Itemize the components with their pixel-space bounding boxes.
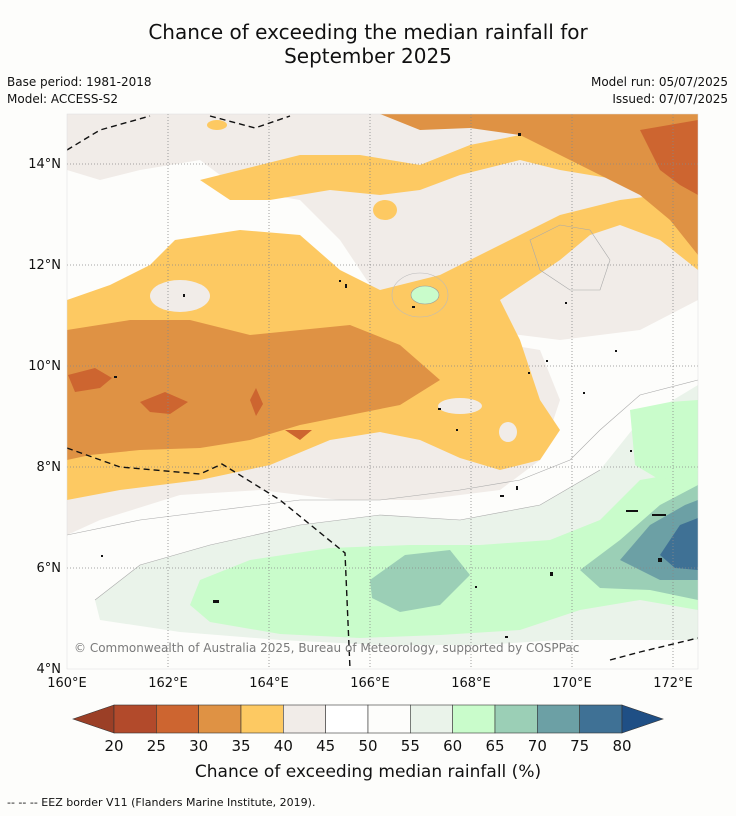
issued-date: Issued: 07/07/2025 (612, 92, 728, 106)
rainfall-map (67, 114, 698, 669)
colorbar-cell (283, 704, 326, 734)
x-axis-ticks: 160°E 162°E 164°E 166°E 168°E 170°E 172°… (47, 676, 693, 691)
hole-45-b (438, 398, 482, 414)
y-tick-label: 10°N (28, 359, 61, 374)
eez-footnote: -- -- -- EEZ border V11 (Flanders Marine… (7, 796, 316, 809)
colorbar-tick-label: 40 (274, 737, 293, 755)
model-name: Model: ACCESS-S2 (7, 92, 119, 106)
colorbar-tick-label: 65 (485, 737, 504, 755)
region-75-80 (660, 518, 698, 570)
colorbar-cell (494, 704, 538, 734)
y-tick-label: 12°N (28, 258, 61, 273)
colorbar-cell (410, 704, 453, 734)
y-axis-ticks: 14°N 12°N 10°N 8°N 6°N 4°N (28, 157, 61, 677)
contour-lines (67, 224, 698, 601)
colorbar-cell (156, 704, 199, 734)
colorbar-tick-label: 60 (443, 737, 462, 755)
region-60-65-east (630, 400, 698, 480)
x-tick-label: 168°E (451, 676, 491, 691)
colorbar-cell (452, 704, 496, 734)
colorbar-tick-label: 35 (231, 737, 250, 755)
colorbar-tick-label: 80 (612, 737, 631, 755)
y-tick-label: 8°N (37, 460, 62, 475)
colorbar-over-arrow (621, 704, 664, 734)
colorbar-tick-label: 25 (147, 737, 166, 755)
colorbar: 20 25 30 35 40 45 50 55 60 65 70 75 80 (72, 704, 664, 755)
y-tick-label: 6°N (37, 561, 62, 576)
chart-title: Chance of exceeding the median rainfall … (0, 20, 736, 68)
y-tick-label: 14°N (28, 157, 61, 172)
x-tick-label: 160°E (47, 676, 87, 691)
x-tick-label: 172°E (653, 676, 693, 691)
y-tick-label: 4°N (37, 662, 62, 677)
colorbar-cell (240, 704, 284, 734)
colorbar-cell (579, 704, 623, 734)
eez-border (67, 115, 698, 669)
colorbar-cell (367, 704, 411, 734)
colorbar-cell (537, 704, 580, 734)
region-35-40-islet (373, 200, 397, 220)
title-line-1: Chance of exceeding the median rainfall … (148, 20, 588, 44)
metadata-right: Model run: 05/07/2025 Issued: 07/07/2025 (591, 74, 728, 108)
region-25-30-c (250, 388, 263, 416)
contour-ring (391, 272, 449, 318)
x-tick-label: 166°E (350, 676, 390, 691)
colorbar-cell (198, 704, 242, 734)
x-tick-label: 170°E (552, 676, 592, 691)
graticule (67, 114, 698, 669)
colorbar-cell (113, 704, 157, 734)
region-65-70 (370, 550, 470, 612)
colorbar-tick-label: 50 (358, 737, 377, 755)
region-25-30 (68, 368, 112, 392)
map-figure: 160°E 162°E 164°E 166°E 168°E 170°E 172°… (28, 113, 699, 755)
colorbar-under-arrow (72, 704, 115, 734)
region-25-30-d (285, 430, 312, 440)
colorbar-tick-label: 75 (570, 737, 589, 755)
islands (101, 133, 666, 638)
model-run: Model run: 05/07/2025 (590, 75, 728, 89)
colorbar-tick-label: 30 (189, 737, 208, 755)
region-40-45 (67, 114, 698, 340)
metadata-left: Base period: 1981-2018 Model: ACCESS-S2 (7, 74, 152, 108)
x-tick-label: 164°E (249, 676, 289, 691)
title-line-2: September 2025 (284, 44, 452, 68)
region-35-40-islet-2 (207, 120, 227, 130)
region-25-30-ne (640, 120, 698, 195)
base-period: Base period: 1981-2018 (7, 75, 152, 89)
region-25-30-b (140, 392, 188, 414)
region-30-35-ne (380, 114, 698, 255)
hole-45 (150, 280, 210, 312)
colorbar-tick-label: 55 (401, 737, 420, 755)
map-frame (66, 113, 699, 670)
colorbar-tick-label: 45 (316, 737, 335, 755)
colorbar-tick-label: 70 (528, 737, 547, 755)
region-30-35 (67, 320, 440, 460)
colorbar-title: Chance of exceeding median rainfall (%) (194, 762, 542, 782)
colorbar-cell (325, 704, 369, 734)
x-tick-label: 162°E (148, 676, 188, 691)
copyright-notice: © Commonwealth of Australia 2025, Bureau… (74, 641, 580, 655)
hole-45-c (499, 422, 517, 442)
colorbar-tick-label: 20 (104, 737, 123, 755)
contour-ring-inner (410, 285, 440, 305)
